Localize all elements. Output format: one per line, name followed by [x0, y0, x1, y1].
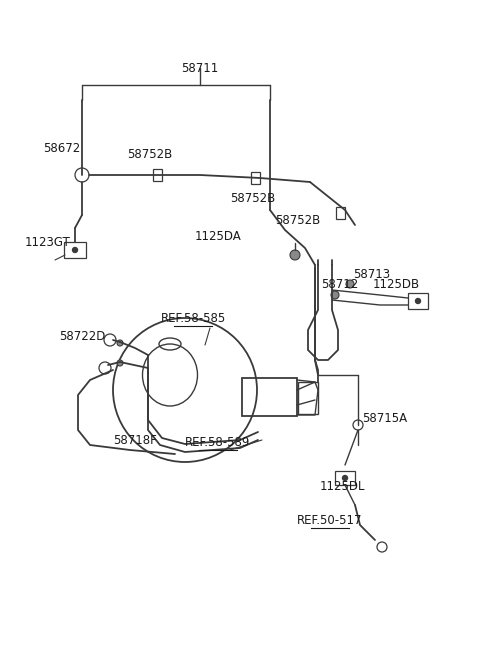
Text: 58752B: 58752B [276, 214, 321, 227]
Text: 58672: 58672 [43, 141, 81, 155]
Circle shape [117, 340, 123, 346]
Circle shape [331, 291, 339, 299]
Circle shape [416, 299, 420, 303]
Bar [298, 382, 318, 414]
Text: 58712: 58712 [322, 278, 359, 291]
Text: 58715A: 58715A [362, 411, 408, 424]
Circle shape [343, 476, 348, 481]
Text: 58718F: 58718F [113, 434, 157, 447]
Circle shape [346, 280, 354, 288]
Circle shape [290, 250, 300, 260]
Bar [153, 169, 161, 181]
Circle shape [117, 360, 123, 366]
Text: REF.58-585: REF.58-585 [160, 312, 226, 324]
Bar [335, 471, 355, 485]
Bar [408, 293, 428, 309]
Text: 1125DA: 1125DA [194, 231, 241, 244]
Bar [251, 172, 260, 184]
Bar [336, 207, 345, 219]
Text: 58752B: 58752B [230, 191, 276, 204]
Text: 1123GT: 1123GT [25, 236, 71, 250]
Text: 1125DB: 1125DB [372, 278, 420, 291]
Bar [64, 242, 86, 258]
Circle shape [72, 248, 77, 252]
Bar [242, 378, 297, 416]
Text: 58752B: 58752B [127, 149, 173, 162]
Text: 58722D: 58722D [59, 329, 105, 343]
Text: 58713: 58713 [353, 269, 391, 282]
Text: REF.50-517: REF.50-517 [297, 514, 363, 527]
Text: 58711: 58711 [181, 62, 218, 75]
Text: 1125DL: 1125DL [319, 481, 365, 493]
Text: REF.58-589: REF.58-589 [185, 436, 251, 449]
